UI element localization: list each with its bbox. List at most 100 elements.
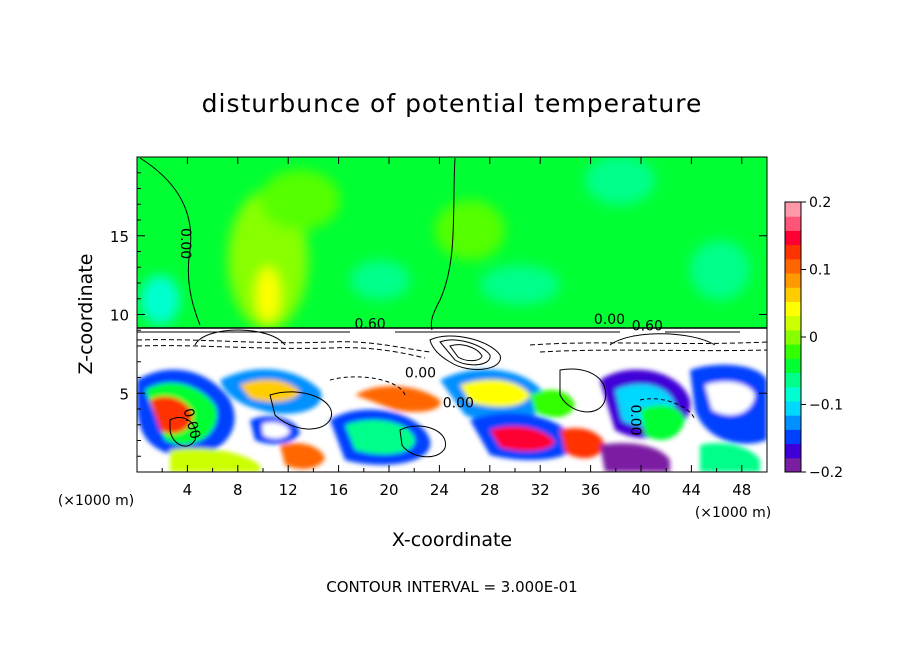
contour-label: 0.00 (177, 228, 193, 259)
warm-core (256, 267, 280, 323)
contour-labels: 0.00 0.60 0.00 0.60 0.00 0.00 0.00 0.00 (177, 228, 663, 441)
contour-label: 0.00 (405, 366, 436, 382)
contour-0-00-upper-left (139, 157, 201, 326)
lower-swirl-green-6 (530, 389, 575, 418)
warm-patch (260, 170, 340, 230)
y-tick-label: 5 (119, 385, 129, 403)
lower-swirl-green-8 (640, 404, 685, 440)
colorbar: 0.2 0.1 0 −0.1 −0.2 (784, 195, 843, 481)
y-axis-ticks: 5 10 15 (110, 172, 767, 457)
cool-patch-right2 (480, 265, 560, 305)
y-tick-label: 15 (110, 228, 129, 246)
contour-label: 0.60 (355, 317, 386, 333)
lower-dashed-contour-1 (329, 376, 406, 396)
y-axis-label: Z-coordinate (75, 254, 97, 375)
colorbar-swatch (785, 230, 801, 246)
x-tick-label: 4 (183, 481, 193, 499)
dashed-contour-2 (137, 345, 426, 359)
lower-swirl-red-5 (490, 426, 555, 452)
lower-swirl-green-14 (700, 443, 760, 472)
lower-swirl-white-15 (262, 422, 290, 439)
lower-swirl-red-10 (560, 428, 605, 459)
lower-swirl-yellow-4 (460, 379, 530, 407)
colorbar-swatch (785, 443, 801, 459)
vortex-contour-2 (439, 339, 491, 366)
colorbar-tick-label: 0 (809, 330, 818, 346)
x-axis-ticks: 4 8 12 16 20 24 28 32 36 40 44 48 (161, 157, 751, 499)
colorbar-ticks: 0.2 0.1 0 −0.1 −0.2 (801, 195, 843, 481)
bump-right (609, 333, 716, 346)
colorbar-swatch (785, 244, 801, 260)
heatmap-field (137, 157, 767, 472)
interface-contours (137, 157, 767, 458)
x-tick-label: 16 (329, 481, 348, 499)
y-tick-label: 10 (110, 307, 129, 325)
lower-solid-contour-2 (399, 425, 446, 458)
colorbar-tick-label: −0.1 (809, 398, 843, 414)
colorbar-swatch (785, 301, 801, 317)
x-unit-right: (×1000 m) (695, 505, 771, 521)
contour-interval-note: CONTOUR INTERVAL = 3.000E-01 (326, 578, 577, 596)
lower-swirl-white-9 (705, 381, 755, 415)
colorbar-tick-label: −0.2 (809, 465, 843, 481)
dashed-contour-1 (137, 339, 431, 353)
x-tick-label: 12 (279, 481, 298, 499)
contour-label: 0.00 (627, 404, 643, 435)
contour-label: 0.00 (443, 395, 474, 411)
x-tick-label: 24 (430, 481, 449, 499)
colorbar-swatch (785, 315, 801, 331)
cool-patch-right (585, 157, 655, 205)
x-tick-label: 36 (581, 481, 600, 499)
colorbar-swatch (785, 344, 801, 359)
dashed-contour-4 (539, 349, 767, 353)
colorbar-swatch (785, 400, 801, 416)
x-tick-label: 48 (732, 481, 751, 499)
lower-swirl-green-3 (345, 420, 415, 455)
colorbar-tick-label: 0.1 (809, 263, 831, 279)
colorbar-swatch (785, 329, 801, 345)
bump-left (194, 329, 286, 346)
colorbar-swatch (785, 429, 801, 445)
colorbar-swatch (785, 273, 801, 288)
contour-label: 0.00 (180, 407, 204, 441)
colorbar-swatch (785, 287, 801, 302)
cool-patch-right3 (690, 240, 750, 300)
colorbar-swatch (785, 202, 801, 217)
vortex-contour-1 (429, 335, 501, 370)
colorbar-swatch (785, 372, 801, 388)
contour-label: 0.00 (594, 312, 625, 328)
x-tick-label: 20 (379, 481, 398, 499)
lower-swirl-red-12 (280, 443, 325, 470)
lower-swirl-magenta-13 (600, 443, 670, 472)
x-tick-label: 8 (233, 481, 243, 499)
x-unit-left: (×1000 m) (58, 493, 134, 509)
colorbar-swatches (785, 202, 801, 473)
colorbar-swatch (785, 358, 801, 374)
colorbar-swatch (785, 457, 801, 473)
colorbar-swatch (785, 258, 801, 274)
dashed-contour-3 (529, 341, 767, 346)
lower-solid-contour-3 (169, 417, 197, 447)
x-tick-label: 28 (480, 481, 499, 499)
colorbar-swatch (785, 216, 801, 231)
vortex-contour-3 (449, 344, 483, 362)
lower-solid-contour-1 (269, 391, 333, 430)
cool-patch-left (140, 275, 180, 325)
x-tick-label: 40 (631, 481, 650, 499)
colorbar-tick-label: 0.2 (809, 195, 831, 211)
cool-patch-mid (350, 260, 410, 300)
x-tick-label: 44 (682, 481, 701, 499)
x-tick-label: 32 (531, 481, 550, 499)
warm-patch-mid (435, 200, 505, 260)
lower-dashed-contour-2 (639, 398, 696, 421)
lower-swirl-red-3 (355, 385, 441, 412)
lower-swirl-yellow-2 (240, 379, 300, 402)
chart-title: disturbunce of potential temperature (202, 89, 703, 118)
colorbar-swatch (785, 386, 801, 402)
contour-label: 0.60 (632, 318, 663, 334)
lower-swirl-red-1 (150, 396, 193, 434)
contour-0-00-upper-mid (430, 157, 456, 331)
colorbar-swatch (785, 415, 801, 430)
